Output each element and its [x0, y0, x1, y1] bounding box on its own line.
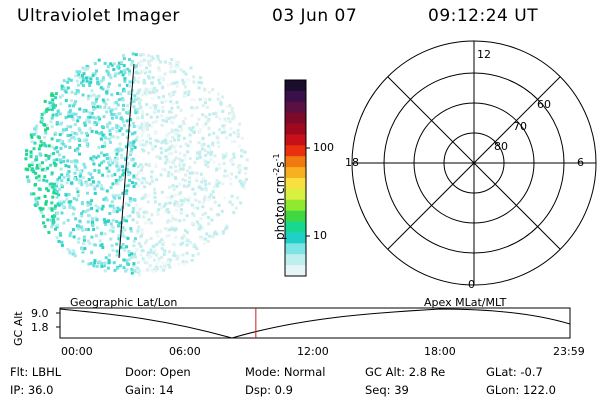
colorbar-segment	[285, 221, 306, 233]
terminator-line	[118, 63, 135, 259]
colorbar-segment	[285, 156, 306, 168]
polar-label-lat-60: 60	[537, 98, 551, 111]
info-ip: IP: 36.0	[10, 383, 54, 397]
observation-date: 03 Jun 07	[272, 6, 358, 26]
colorbar-frame	[284, 79, 307, 277]
info-door: Door: Open	[125, 365, 191, 379]
timeline-xtick-1800: 18:00	[424, 345, 456, 358]
info-glon: GLon: 122.0	[486, 383, 556, 397]
colorbar-segment	[285, 265, 306, 277]
colorbar-segment	[285, 112, 306, 125]
info-seq: Seq: 39	[365, 383, 409, 397]
polar-label-lat-80: 80	[494, 140, 508, 153]
colorbar-segment	[285, 254, 306, 266]
timeline-ytick-low: 1.8	[31, 321, 49, 334]
info-filter: Flt: LBHL	[10, 365, 62, 379]
colorbar-segment	[285, 210, 306, 223]
colorbar-segment	[285, 80, 306, 92]
timeline-ytick-high: 9.0	[31, 307, 49, 320]
observation-time: 09:12:24 UT	[428, 6, 539, 26]
uv-image-disk	[24, 52, 249, 277]
colorbar-segment	[285, 90, 306, 103]
timeline-xtick-1200: 12:00	[297, 345, 329, 358]
info-gc-alt: GC Alt: 2.8 Re	[365, 365, 446, 379]
colorbar-segment	[285, 134, 306, 146]
colorbar-segment	[285, 123, 306, 135]
colorbar-segment	[285, 188, 306, 201]
info-mode: Mode: Normal	[245, 365, 326, 379]
timeline-xtick-0000: 00:00	[61, 345, 93, 358]
polar-label-mlt-0: 0	[468, 278, 475, 291]
apex-coord-label: Apex MLat/MLT	[424, 296, 507, 309]
polar-label-mlt-18: 18	[345, 156, 359, 169]
colorbar-segment	[285, 199, 306, 212]
info-gain: Gain: 14	[125, 383, 174, 397]
colorbar-tick-label-100: 100	[313, 141, 334, 154]
colorbar-segment	[285, 145, 306, 157]
timeline-xtick-0600: 06:00	[169, 345, 201, 358]
polar-label-lat-70: 70	[513, 120, 527, 133]
colorbar-segment	[285, 232, 306, 244]
colorbar-tick-label-10: 10	[313, 229, 327, 242]
info-glat: GLat: -0.7	[486, 365, 543, 379]
polar-diag-2	[387, 76, 561, 250]
polar-label-mlt-12: 12	[477, 48, 491, 61]
geo-coord-label: Geographic Lat/Lon	[70, 296, 178, 309]
colorbar-segment	[285, 167, 306, 179]
info-dsp: Dsp: 0.9	[245, 383, 293, 397]
colorbar-segment	[285, 243, 306, 255]
timeline-frame	[59, 307, 571, 339]
polar-label-mlt-6: 6	[577, 156, 584, 169]
altitude-curve	[59, 308, 571, 339]
instrument-title: Ultraviolet Imager	[17, 6, 180, 26]
timeline-xtick-2359: 23:59	[553, 345, 585, 358]
colorbar-segment	[285, 178, 306, 190]
colorbar-segment	[285, 101, 306, 114]
